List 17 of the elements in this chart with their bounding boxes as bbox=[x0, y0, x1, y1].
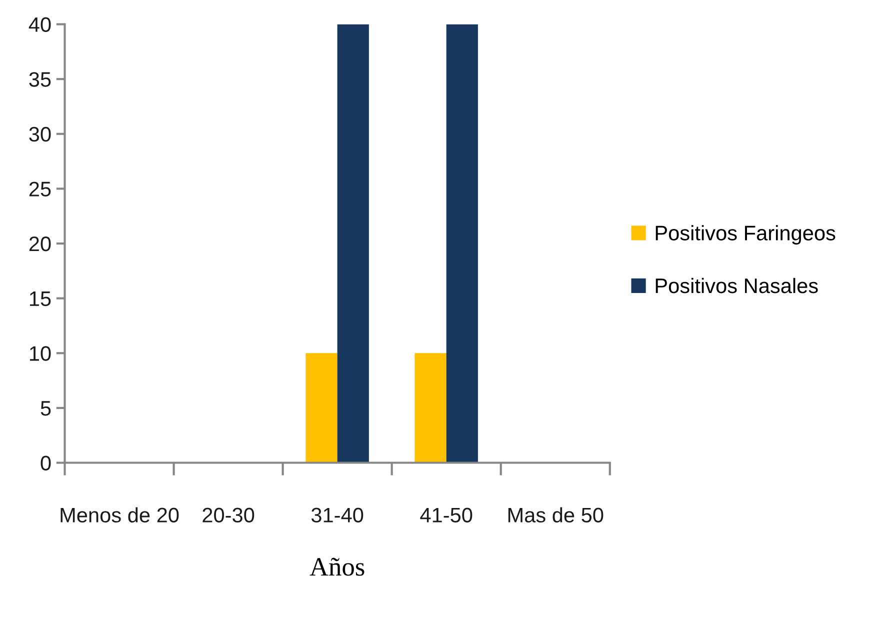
x-tick-label: 31-40 bbox=[311, 508, 364, 523]
x-axis-title: Años bbox=[310, 558, 364, 576]
y-tick-label: 5 bbox=[40, 401, 51, 416]
y-tick-label: 20 bbox=[29, 236, 51, 252]
y-tick-label: 15 bbox=[30, 292, 51, 306]
y-tick-label: 40 bbox=[28, 17, 51, 32]
legend-label: Positivos Faringeos bbox=[656, 225, 836, 245]
y-tick-label: 25 bbox=[29, 182, 51, 196]
x-tick-label: Menos de 20 bbox=[60, 507, 179, 523]
y-tick-label: 30 bbox=[29, 126, 51, 142]
y-tick-label: 35 bbox=[29, 72, 51, 87]
x-tick-label: 41-50 bbox=[420, 508, 472, 523]
y-tick-label: 0 bbox=[40, 456, 51, 471]
x-tick-label: Mas de 50 bbox=[508, 507, 604, 523]
x-tick-label: 20-30 bbox=[202, 508, 254, 523]
y-tick-label: 10 bbox=[30, 346, 51, 361]
legend-label: Positivos Nasales bbox=[656, 278, 818, 294]
